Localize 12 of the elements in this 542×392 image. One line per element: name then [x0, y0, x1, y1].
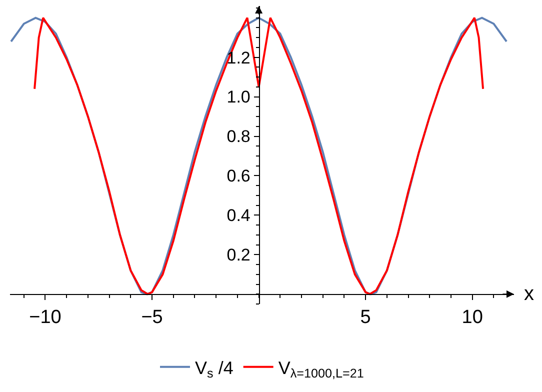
x-tick-label: −5	[141, 306, 163, 328]
y-tick-label: 0.4	[226, 206, 250, 226]
x-tick-label: 5	[360, 306, 371, 328]
y-tick-label: 0.2	[226, 246, 250, 265]
y-tick-label: 0.6	[226, 166, 250, 186]
x-axis-title: x	[524, 283, 534, 305]
y-tick-label: 0.8	[226, 127, 250, 146]
x-tick-label: −10	[29, 306, 62, 328]
y-tick-label: 1.0	[226, 88, 250, 107]
legend-label: V$_{s}$ /4	[195, 358, 234, 381]
legend-label: V$_{λ=1000,L=21}$	[278, 358, 364, 381]
x-tick-label: 10	[462, 306, 483, 328]
